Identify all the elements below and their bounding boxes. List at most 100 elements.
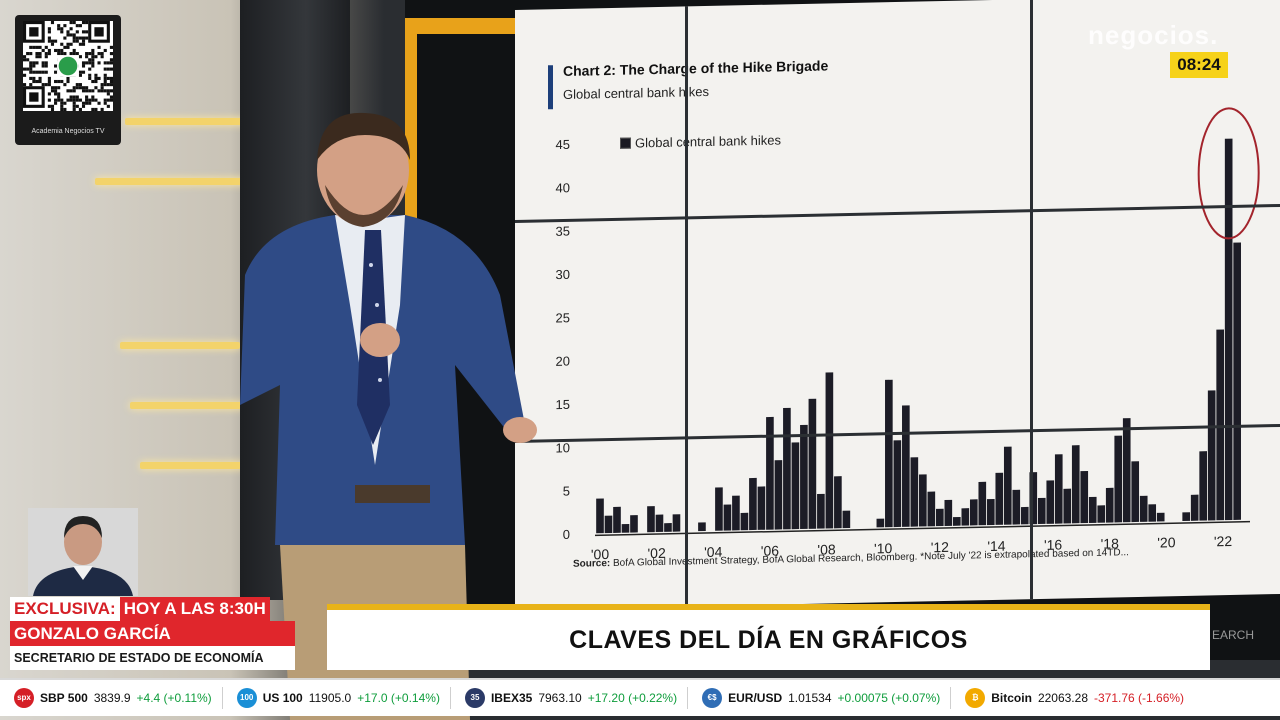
chart-bar xyxy=(1003,446,1012,525)
qr-module xyxy=(66,33,70,37)
qr-module xyxy=(41,70,45,74)
qr-module xyxy=(32,76,36,80)
qr-module xyxy=(81,42,86,46)
chart-bar xyxy=(893,440,902,528)
chart-bar xyxy=(757,486,766,530)
qr-module xyxy=(29,67,33,71)
qr-module xyxy=(85,52,89,56)
qr-module xyxy=(72,98,76,102)
chart-bar xyxy=(995,472,1004,525)
chart-bar xyxy=(1097,505,1106,523)
chart-bar xyxy=(1156,512,1165,522)
qr-module xyxy=(63,52,67,56)
chart-bar xyxy=(732,495,740,531)
qr-module xyxy=(91,58,95,62)
qr-module xyxy=(29,52,33,56)
qr-module xyxy=(66,45,70,49)
x-tick-label: '00 xyxy=(591,546,609,562)
qr-module xyxy=(54,86,58,90)
chart-bar xyxy=(1139,495,1148,522)
chart-bar xyxy=(1012,489,1021,525)
qr-module xyxy=(91,107,95,111)
ticker-name: Bitcoin xyxy=(991,691,1032,705)
qr-module xyxy=(23,55,27,59)
market-ticker: spx SBP 500 3839.9 +4.4 (+0.11%) 100 US 100 11… xyxy=(0,678,1280,716)
qr-module xyxy=(29,76,33,80)
qr-module xyxy=(47,98,51,102)
chart-bar xyxy=(936,508,944,527)
qr-module xyxy=(23,73,27,77)
ticker-item: ₿ Bitcoin 22063.28 -371.76 (-1.66%) xyxy=(965,688,1184,708)
qr-module xyxy=(85,61,89,65)
qr-module xyxy=(97,76,101,80)
qr-module xyxy=(75,98,79,102)
qr-module xyxy=(100,86,104,90)
x-tick-label: '16 xyxy=(1044,537,1062,553)
qr-module xyxy=(60,30,64,34)
qr-module xyxy=(109,67,113,71)
y-tick-label: 30 xyxy=(556,267,570,282)
qr-module xyxy=(88,98,92,102)
qr-module xyxy=(106,89,110,93)
qr-module xyxy=(88,67,92,71)
qr-module xyxy=(29,70,33,74)
qr-module xyxy=(81,101,86,105)
chart-bar xyxy=(927,491,936,527)
chart-bar xyxy=(1071,445,1080,524)
chart-bar xyxy=(1190,494,1199,521)
ticker-name: EUR/USD xyxy=(728,691,783,705)
qr-code-icon xyxy=(23,21,113,111)
qr-module xyxy=(26,67,30,71)
studio-light-strip xyxy=(95,178,270,185)
qr-module xyxy=(72,48,76,53)
ticker-icon: ₿ xyxy=(965,688,986,708)
qr-module xyxy=(97,45,101,49)
qr-module xyxy=(63,107,67,111)
chart-bar xyxy=(1182,512,1191,522)
chart-bar xyxy=(613,506,621,533)
qr-module xyxy=(94,86,98,90)
qr-module xyxy=(47,36,51,40)
qr-module xyxy=(32,79,36,84)
qr-module xyxy=(78,73,82,77)
chart-bar xyxy=(1037,497,1046,525)
qr-module xyxy=(60,48,64,53)
chart-screen: Chart 2: The Charge of the Hike Brigade … xyxy=(515,0,1280,611)
qr-module xyxy=(85,21,89,25)
qr-module xyxy=(85,89,89,93)
qr-module xyxy=(50,89,55,93)
qr-module xyxy=(47,76,51,80)
qr-module xyxy=(75,95,79,99)
chart-bar xyxy=(715,487,723,531)
chart-bar xyxy=(944,499,953,527)
qr-module xyxy=(50,86,55,90)
qr-module xyxy=(57,79,61,84)
x-tick-label: '18 xyxy=(1101,535,1119,551)
qr-module xyxy=(63,83,67,87)
exclusive-banner: EXCLUSIVA: HOY A LAS 8:30H xyxy=(10,597,270,621)
qr-module xyxy=(85,36,89,40)
ticker-value: 7963.10 xyxy=(538,691,582,705)
chart-bar xyxy=(986,498,995,526)
qr-module xyxy=(81,86,86,90)
qr-module xyxy=(69,52,73,56)
qr-module xyxy=(75,83,79,87)
qr-module xyxy=(109,76,113,80)
qr-module xyxy=(35,70,39,74)
ticker-change: +0.00075 (+0.07%) xyxy=(837,691,941,705)
qr-module xyxy=(85,86,89,90)
wall-seam xyxy=(685,6,688,607)
qr-module xyxy=(88,58,92,62)
qr-module xyxy=(97,52,101,56)
chart-bar xyxy=(1105,487,1114,523)
qr-module xyxy=(81,39,86,43)
qr-module xyxy=(81,30,86,34)
guest-name: GONZALO GARCÍA xyxy=(10,621,295,646)
qr-module xyxy=(54,98,58,102)
qr-module xyxy=(50,39,55,43)
chart-bar xyxy=(817,493,825,529)
y-tick-label: 10 xyxy=(556,440,570,455)
qr-module xyxy=(75,52,79,56)
ticker-change: +4.4 (+0.11%) xyxy=(136,691,212,705)
qr-module xyxy=(50,42,55,46)
